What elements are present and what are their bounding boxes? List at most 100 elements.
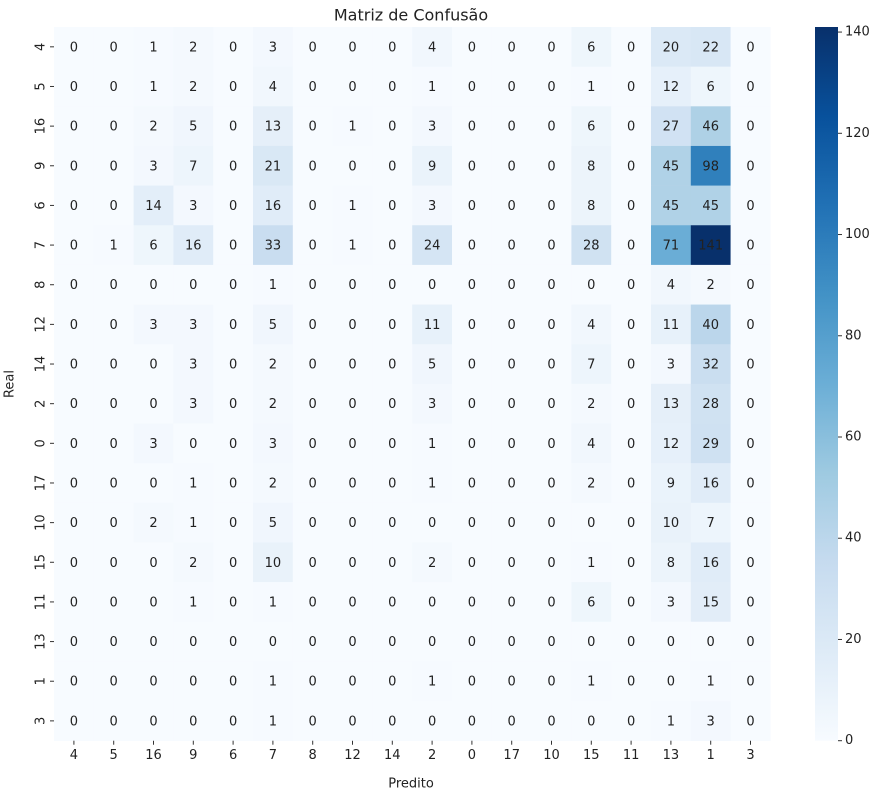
cell-label: 13 bbox=[663, 397, 680, 412]
cell-label: 0 bbox=[110, 358, 118, 373]
cell-label: 0 bbox=[229, 635, 237, 650]
heatmap-cell bbox=[292, 344, 333, 385]
heatmap-cell bbox=[54, 383, 95, 424]
heatmap-cell bbox=[54, 582, 95, 623]
cell-label: 0 bbox=[348, 358, 356, 373]
heatmap-cell bbox=[690, 66, 731, 107]
cell-label: 8 bbox=[587, 159, 595, 174]
cell-label: 0 bbox=[547, 635, 555, 650]
cell-label: 0 bbox=[627, 40, 635, 55]
cell-label: 21 bbox=[265, 159, 282, 174]
cell-label: 0 bbox=[746, 159, 754, 174]
heatmap-cell bbox=[491, 502, 532, 543]
cell-label: 0 bbox=[388, 556, 396, 571]
cell-label: 3 bbox=[149, 318, 157, 333]
y-tick-label: 0 bbox=[34, 439, 49, 447]
heatmap-cell bbox=[651, 542, 692, 583]
cell-label: 0 bbox=[348, 278, 356, 293]
heatmap-cell bbox=[372, 145, 413, 186]
heatmap-cell bbox=[332, 344, 373, 385]
cell-label: 0 bbox=[388, 397, 396, 412]
cell-label: 0 bbox=[70, 80, 78, 95]
heatmap-cell bbox=[93, 542, 134, 583]
cell-label: 0 bbox=[229, 239, 237, 254]
cell-label: 0 bbox=[70, 239, 78, 254]
x-tick-label: 10 bbox=[543, 748, 560, 763]
heatmap-cell bbox=[531, 423, 572, 464]
heatmap-cell bbox=[531, 225, 572, 266]
heatmap-cell bbox=[651, 264, 692, 305]
cell-label: 0 bbox=[229, 675, 237, 690]
heatmap-cell bbox=[690, 701, 731, 741]
heatmap-cell bbox=[213, 463, 254, 504]
heatmap-cell bbox=[292, 502, 333, 543]
heatmap-cell bbox=[690, 661, 731, 702]
cell-label: 0 bbox=[707, 635, 715, 650]
heatmap-cell bbox=[452, 145, 493, 186]
heatmap-cell bbox=[531, 304, 572, 345]
heatmap-cell bbox=[292, 423, 333, 464]
heatmap-cell bbox=[452, 542, 493, 583]
heatmap-cell bbox=[213, 542, 254, 583]
cell-label: 1 bbox=[269, 595, 277, 610]
heatmap-cell bbox=[253, 661, 294, 702]
cell-label: 3 bbox=[189, 397, 197, 412]
cell-label: 0 bbox=[70, 159, 78, 174]
cell-label: 0 bbox=[388, 714, 396, 729]
heatmap-cell bbox=[332, 145, 373, 186]
cell-label: 1 bbox=[428, 675, 436, 690]
heatmap-cell bbox=[651, 423, 692, 464]
heatmap-cell bbox=[412, 27, 453, 67]
x-tick-label: 13 bbox=[663, 748, 680, 763]
heatmap-cell bbox=[253, 344, 294, 385]
heatmap-cell bbox=[253, 185, 294, 226]
cell-label: 1 bbox=[667, 714, 675, 729]
heatmap-cell bbox=[253, 701, 294, 741]
heatmap-cell bbox=[412, 304, 453, 345]
heatmap-cell bbox=[133, 225, 174, 266]
y-tick-label: 10 bbox=[34, 514, 49, 531]
heatmap-cell bbox=[412, 621, 453, 662]
cell-label: 0 bbox=[508, 437, 516, 452]
cell-label: 0 bbox=[627, 199, 635, 214]
cell-label: 0 bbox=[149, 476, 157, 491]
cell-label: 5 bbox=[269, 318, 277, 333]
heatmap-cell bbox=[292, 106, 333, 147]
heatmap-cell bbox=[93, 225, 134, 266]
cell-label: 0 bbox=[547, 556, 555, 571]
cell-label: 0 bbox=[348, 635, 356, 650]
cell-label: 6 bbox=[587, 40, 595, 55]
colorbar bbox=[815, 27, 838, 741]
heatmap-cell bbox=[133, 106, 174, 147]
heatmap-cell bbox=[690, 27, 731, 67]
heatmap-cell bbox=[213, 701, 254, 741]
cell-label: 0 bbox=[508, 358, 516, 373]
cell-label: 0 bbox=[667, 635, 675, 650]
cell-label: 0 bbox=[468, 40, 476, 55]
cell-label: 22 bbox=[702, 40, 719, 55]
heatmap-cell bbox=[571, 383, 612, 424]
chart-title: Matriz de Confusão bbox=[334, 6, 488, 25]
x-tick-label: 7 bbox=[269, 748, 277, 763]
cell-label: 1 bbox=[269, 714, 277, 729]
cell-label: 0 bbox=[667, 675, 675, 690]
cell-label: 0 bbox=[189, 714, 197, 729]
cell-label: 0 bbox=[746, 120, 754, 135]
cell-label: 0 bbox=[746, 278, 754, 293]
heatmap-cell bbox=[332, 423, 373, 464]
cell-label: 28 bbox=[583, 239, 600, 254]
cell-label: 45 bbox=[702, 199, 719, 214]
heatmap-cell bbox=[651, 27, 692, 67]
heatmap-cell bbox=[253, 542, 294, 583]
heatmap-cell bbox=[133, 701, 174, 741]
heatmap-cell bbox=[253, 264, 294, 305]
cell-label: 0 bbox=[627, 278, 635, 293]
cell-label: 0 bbox=[189, 437, 197, 452]
heatmap-cell bbox=[531, 502, 572, 543]
cell-label: 0 bbox=[70, 516, 78, 531]
heatmap-cell bbox=[213, 383, 254, 424]
cell-label: 4 bbox=[667, 278, 675, 293]
cell-label: 3 bbox=[428, 120, 436, 135]
y-tick-label: 8 bbox=[34, 281, 49, 289]
heatmap-cell bbox=[452, 621, 493, 662]
